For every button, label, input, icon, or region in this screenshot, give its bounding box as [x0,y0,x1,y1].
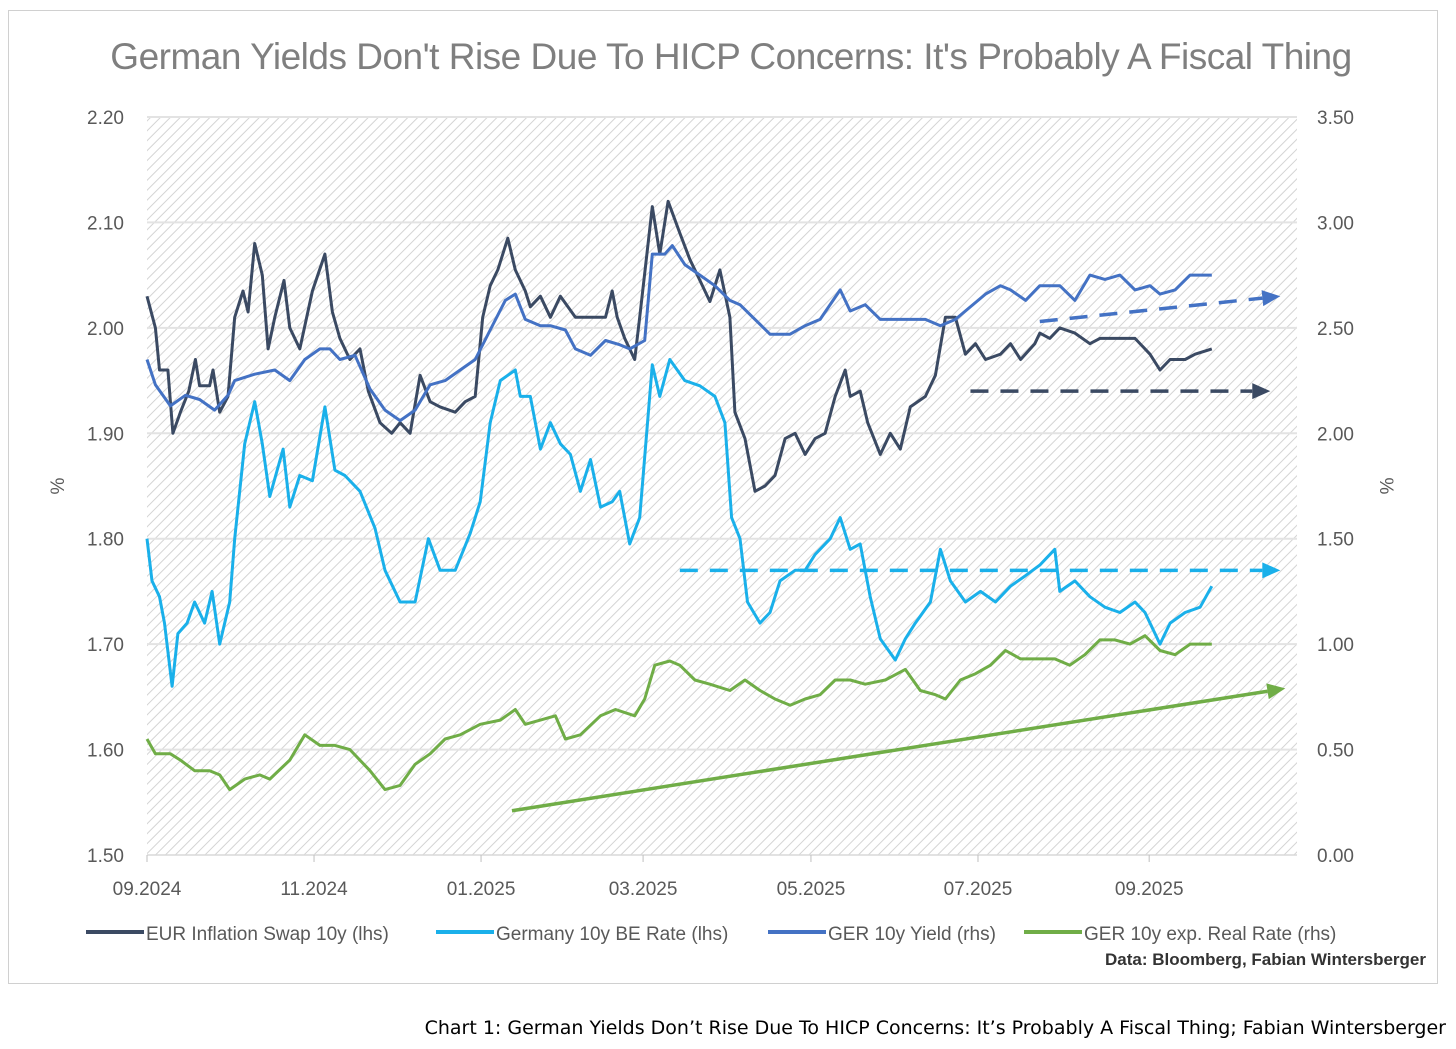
figure-caption: Chart 1: German Yields Don’t Rise Due To… [424,1017,1446,1039]
x-tick-label: 09.2024 [113,879,182,900]
x-tick-label: 01.2025 [447,879,516,900]
y-left-tick-label: 2.00 [87,319,124,340]
trend-arrow-line [1039,296,1263,324]
arrowhead-icon [1262,562,1281,579]
chart-frame [8,10,1438,984]
x-tick-label: 07.2025 [944,879,1013,900]
y-left-tick-label: 1.90 [87,424,124,445]
trend-arrow-line [511,689,1268,813]
y-right-tick-label: 3.00 [1317,213,1354,234]
y-right-tick-label: 0.50 [1317,741,1354,762]
legend-label: GER 10y Yield (rhs) [828,924,996,945]
chart-title: German Yields Don't Rise Due To HICP Con… [110,36,1352,77]
x-tick-label: 09.2025 [1115,879,1184,900]
y-right-tick-label: 0.00 [1317,846,1354,867]
y-right-tick-label: 1.00 [1317,635,1354,656]
arrowhead-icon [1266,683,1286,700]
y-right-tick-label: 1.50 [1317,530,1354,551]
series-line [145,244,1212,423]
series-line [145,634,1212,792]
y-right-axis-label: % [1375,478,1396,495]
arrowhead-icon [1261,290,1281,307]
y-left-tick-label: 2.10 [87,213,124,234]
y-left-tick-label: 1.50 [87,846,124,867]
plot-area [147,117,1297,855]
y-right-tick-label: 3.50 [1317,108,1354,129]
y-left-axis-label: % [48,477,69,494]
y-left-tick-label: 2.20 [87,108,124,129]
y-left-tick-label: 1.80 [87,530,124,551]
y-right-tick-label: 2.50 [1317,319,1354,340]
series-line [145,199,1213,493]
x-tick-label: 11.2024 [280,879,348,900]
arrowhead-icon [1252,383,1271,400]
source-note: Data: Bloomberg, Fabian Wintersberger [1104,950,1426,969]
legend-label: EUR Inflation Swap 10y (lhs) [146,924,389,945]
legend-label: GER 10y exp. Real Rate (rhs) [1084,924,1336,945]
y-right-tick-label: 2.00 [1317,424,1354,445]
x-tick-label: 03.2025 [609,879,678,900]
legend-label: Germany 10y BE Rate (lhs) [496,924,728,945]
y-left-tick-label: 1.60 [87,741,124,762]
x-tick-label: 05.2025 [777,879,846,900]
series-line [145,358,1214,688]
y-left-tick-label: 1.70 [87,635,124,656]
